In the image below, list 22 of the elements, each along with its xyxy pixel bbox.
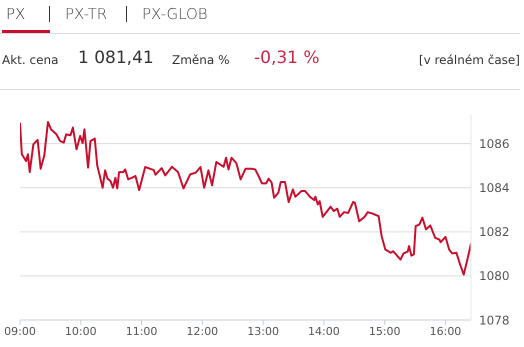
x-tick-label: 12:00 [186,324,218,338]
text: PX-TR [65,5,108,23]
text: [v reálném čase] [418,53,520,67]
x-tick-label: 09:00 [4,324,36,338]
x-tick-label: 11:00 [126,324,158,338]
y-tick-label: 1084 [479,181,510,195]
text: PX [6,5,26,23]
y-tick-label: 1080 [479,269,510,284]
text: Změna % [172,53,230,67]
y-tick-label: 1078 [479,313,510,328]
text: 1 081,41 [78,48,154,68]
x-tick-label: 15:00 [368,324,401,338]
x-tick-label: 16:00 [430,324,462,338]
x-tick-label: 10:00 [64,324,97,338]
text: -0,31 % [254,48,320,68]
y-tick-label: 1086 [479,136,510,151]
text: Akt. cena [2,53,58,67]
text: PX-GLOB [142,5,208,23]
y-tick-label: 1082 [479,225,510,240]
x-tick-label: 13:00 [247,324,279,338]
x-tick-label: 14:00 [308,324,340,338]
line-series [20,121,471,276]
